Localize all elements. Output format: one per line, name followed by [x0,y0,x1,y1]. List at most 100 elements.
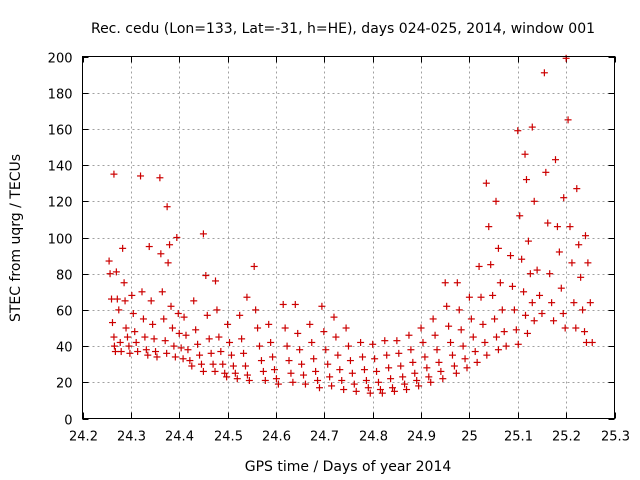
data-point [411,369,419,377]
data-point [269,353,277,361]
data-point [550,317,558,325]
data-point [473,358,481,366]
data-point [483,351,491,359]
data-point [457,326,465,334]
data-point [164,259,172,267]
data-point [421,353,429,361]
data-point [196,351,204,359]
data-point [463,364,471,372]
data-point [521,150,529,158]
data-point [553,223,561,231]
data-point [352,387,360,395]
data-point [427,378,435,386]
data-point [173,234,181,241]
plot-frame [82,56,615,419]
data-point [285,357,293,365]
data-point [112,268,120,276]
y-tick-label: 120 [48,196,73,211]
data-point [581,328,589,336]
data-point [161,337,169,345]
data-point [166,241,174,249]
data-point [240,349,248,357]
data-point [407,346,415,354]
data-point [445,322,453,330]
data-point [555,248,563,256]
data-point [271,366,279,374]
data-point [199,367,207,375]
x-tick-label: 24.6 [262,430,291,445]
x-axis-title: GPS time / Days of year 2014 [245,459,452,475]
data-point [395,349,403,357]
data-point [241,362,249,370]
data-point [443,302,451,310]
data-point [283,342,291,350]
data-point [417,324,425,332]
data-point [441,279,449,287]
data-point [362,376,370,384]
data-point [581,232,589,240]
data-point [279,300,287,308]
data-point [359,353,367,361]
chart-title: Rec. cedu (Lon=133, Lat=-31, h=HE), days… [91,21,595,37]
data-point [215,333,223,341]
data-point [419,338,427,346]
data-point [448,351,456,359]
data-point [399,373,407,381]
data-point [373,367,381,375]
y-tick-label: 180 [48,88,73,103]
data-point [461,355,469,363]
data-point [250,262,258,270]
data-point [487,261,495,269]
data-point [126,349,134,357]
data-point [376,386,384,394]
data-point [160,315,168,323]
data-point [332,333,340,341]
y-axis-title: STEC from uqrg / TECUs [8,154,24,322]
data-point [403,386,411,394]
data-point [308,338,316,346]
data-point [298,360,306,368]
data-point [150,335,158,343]
x-tick-label: 24.4 [165,430,194,445]
data-point [157,250,165,258]
data-point [231,369,239,377]
data-point [116,338,124,346]
data-point [516,212,524,220]
data-point [294,329,302,337]
data-point [113,295,121,303]
data-point [310,355,318,363]
data-point [502,342,510,350]
data-point [435,358,443,366]
data-point [437,367,445,375]
data-point [566,223,574,231]
x-tick-label: 25 [461,430,478,445]
data-point [296,346,304,354]
data-point [315,384,323,392]
data-point [123,333,131,341]
data-point [481,338,489,346]
data-point [584,259,592,267]
data-point [385,364,393,372]
data-point [219,360,227,368]
x-tick-label: 24.2 [69,430,98,445]
data-point [221,369,229,377]
data-point [514,127,522,135]
data-point [152,348,160,356]
data-point [289,378,297,386]
data-point [171,353,179,361]
x-tick-label: 25.1 [504,430,533,445]
data-point [447,338,455,346]
data-point [120,279,128,287]
y-tick-label: 0 [64,414,72,429]
data-point [374,378,382,386]
data-point [518,255,526,263]
data-point [142,346,150,354]
data-point [496,279,504,287]
data-point [213,306,221,314]
data-point [153,353,161,361]
tick-layer: 24.2 24.3 24.4 24.5 24.6 24.7 24.8 24.9 25 25.1 25… [48,52,630,445]
data-point [170,342,178,350]
data-point [287,369,295,377]
data-point [192,326,200,334]
